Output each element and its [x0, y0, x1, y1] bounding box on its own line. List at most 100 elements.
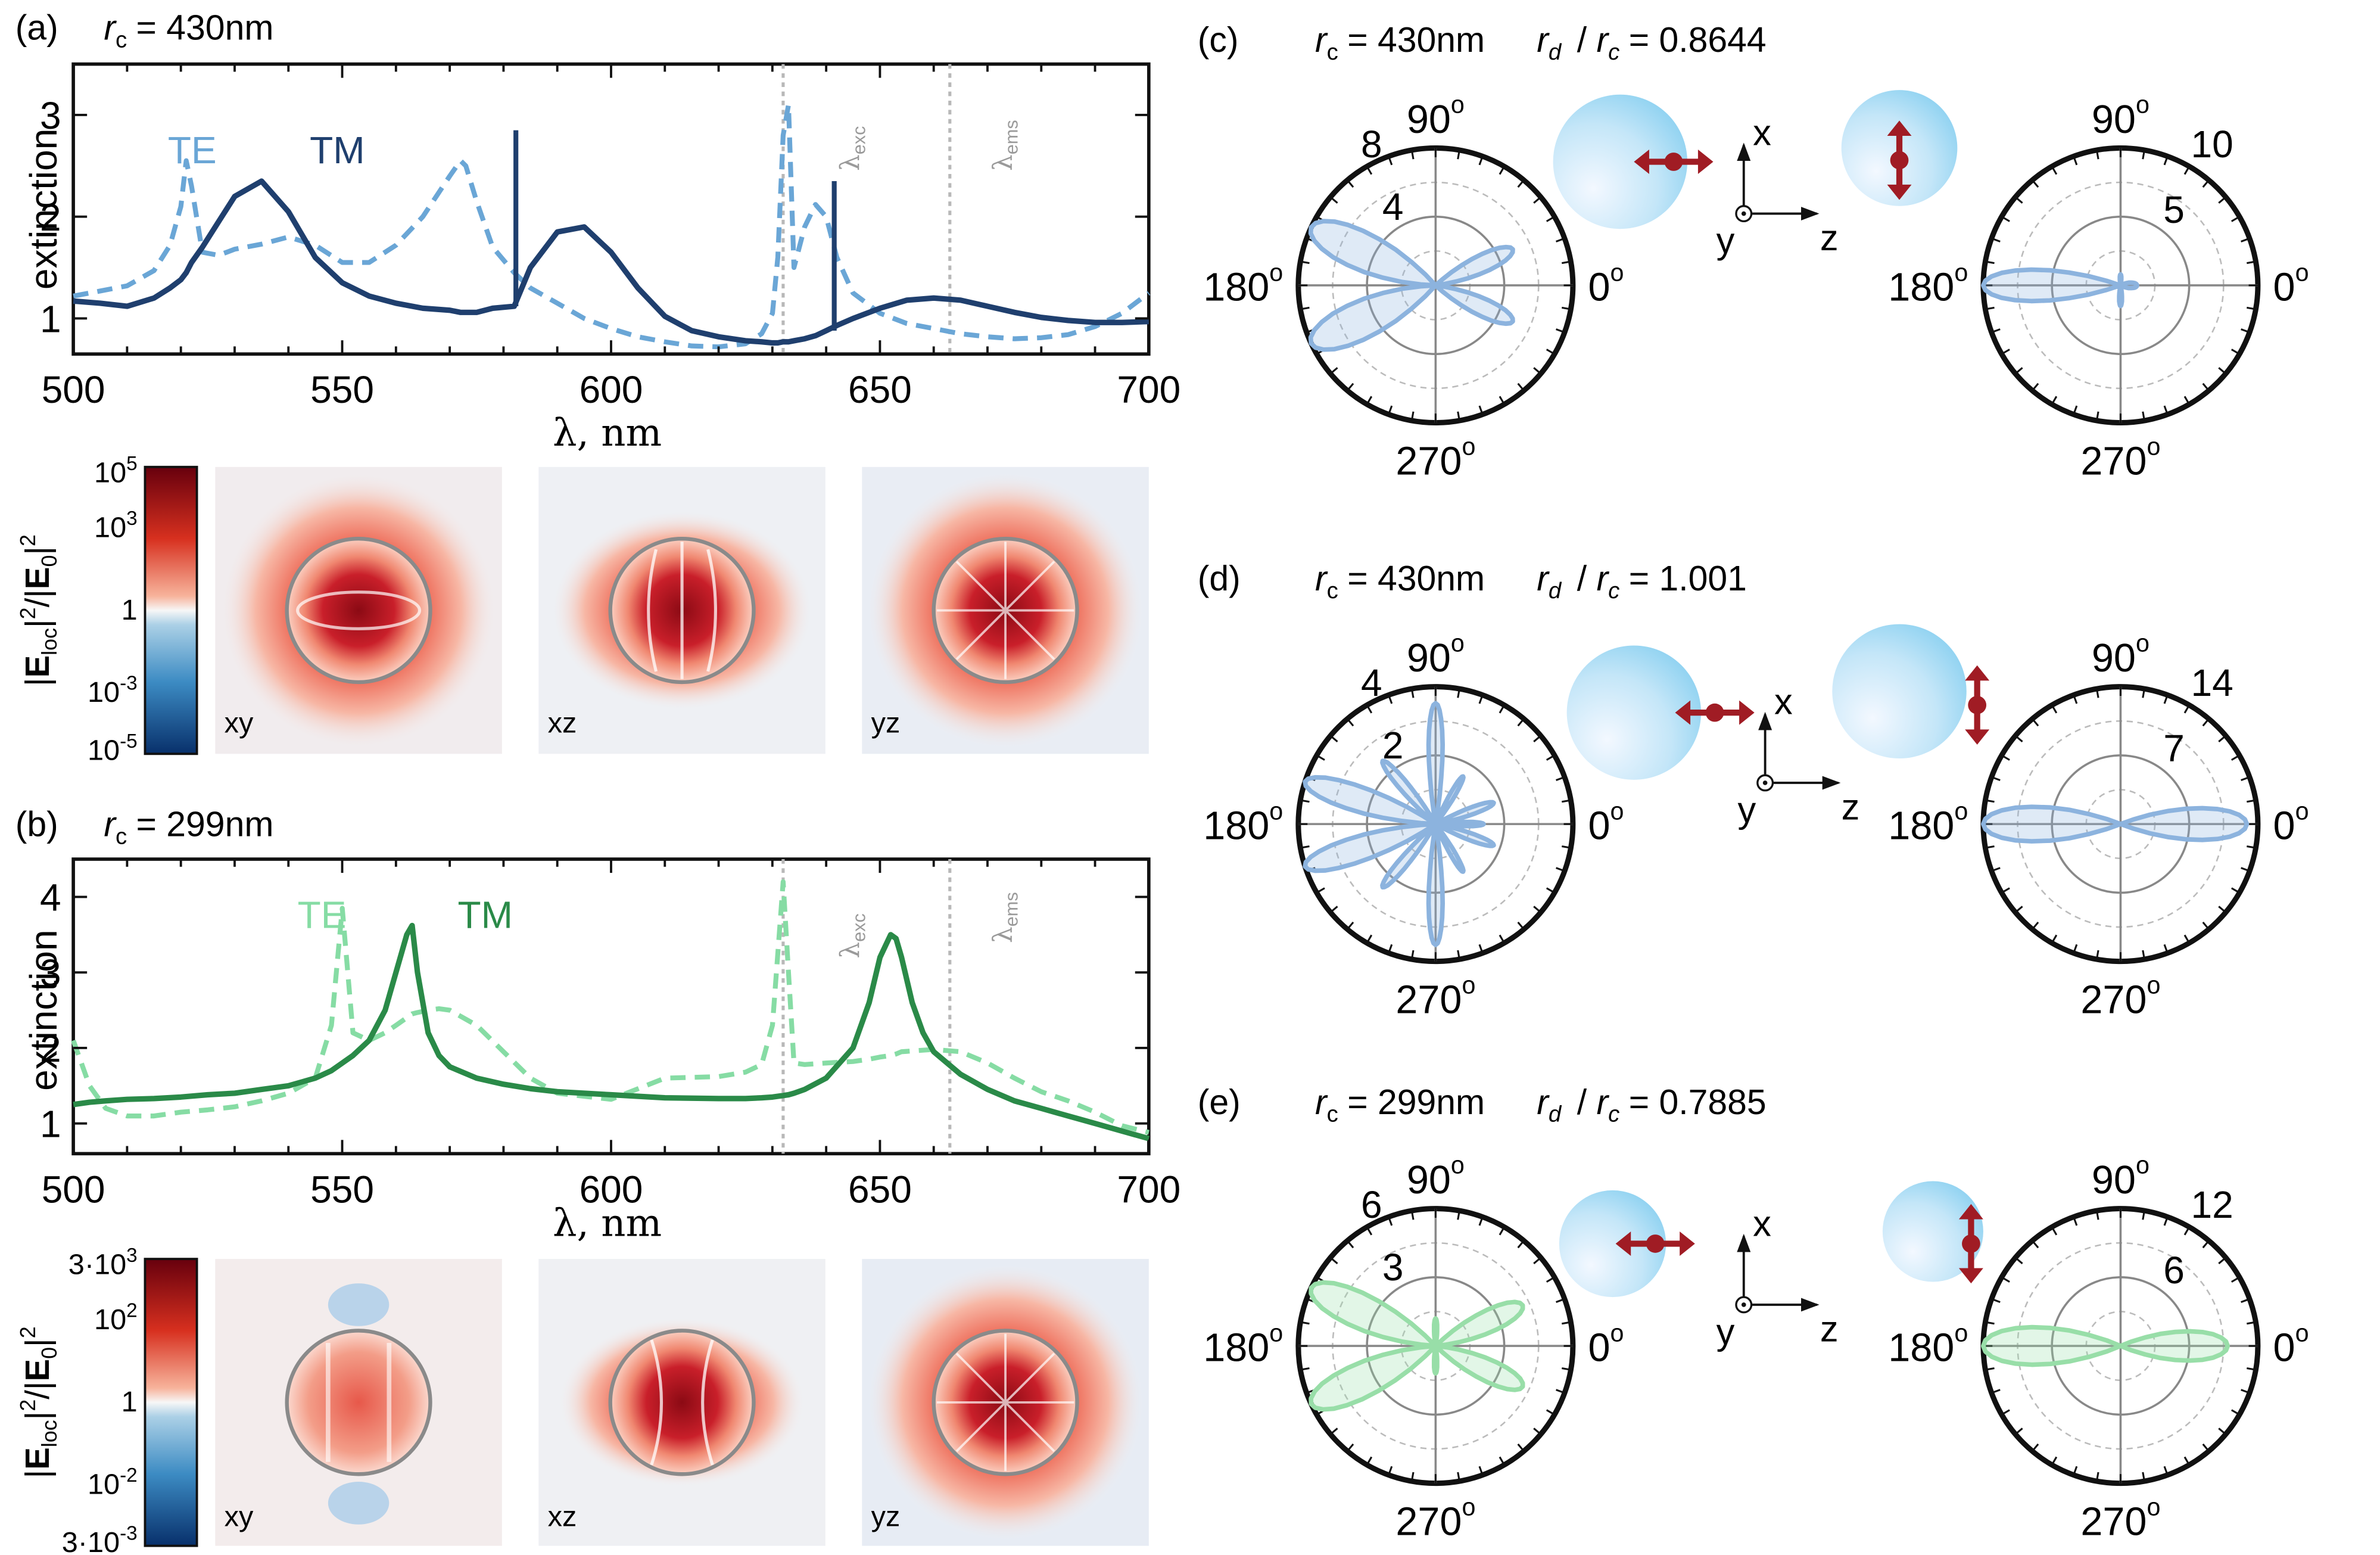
plot-a-area	[73, 64, 1151, 354]
axis-x-label: x	[1753, 1203, 1771, 1245]
map-a-xy: xy	[215, 466, 502, 754]
cb-b-tick: 3·10-3	[62, 1522, 138, 1555]
sphere	[1832, 624, 1967, 758]
axis-x-label: x	[1753, 112, 1771, 153]
ring-label-outer: 14	[2191, 661, 2233, 704]
colorbar-b-ticks: 3·103 102 1 10-2 3·10-3	[62, 1245, 138, 1555]
map-b-xz: xz	[538, 1259, 825, 1546]
tm-label: TM	[458, 893, 513, 936]
radiation-pattern	[1308, 219, 1515, 352]
axis-z-label: z	[1842, 786, 1860, 828]
panel-e-title: rc = 299nm rd / rc = 0.7885	[1315, 1083, 1767, 1127]
panel-c-title: rc = 430nm rd / rc = 0.8644	[1315, 21, 1767, 65]
angle-label: 90o	[1407, 630, 1465, 680]
cb-a-tick: 105	[94, 453, 138, 489]
cb-b-tick: 10-2	[88, 1464, 138, 1500]
angle-label: 270o	[2080, 971, 2160, 1022]
lambda-exc-label: λexc	[836, 913, 869, 958]
sphere	[1566, 645, 1702, 780]
panel-a-title: rc = 430nm	[104, 9, 273, 53]
y-tick-label: 2	[40, 1027, 61, 1070]
cb-a-tick: 10-3	[88, 673, 138, 708]
axis-z-label: z	[1820, 1308, 1839, 1349]
radiation-pattern	[1981, 804, 2250, 844]
cb-b-tick: 3·103	[68, 1245, 138, 1280]
y-tick-label: 1	[40, 298, 61, 341]
angle-label: 90o	[2092, 630, 2150, 680]
ring-label-inner: 2	[1382, 724, 1404, 767]
x-tick-label: 700	[1117, 1168, 1180, 1211]
angle-label: 0o	[1588, 259, 1624, 309]
angle-label: 270o	[2080, 433, 2160, 483]
map-label: xy	[225, 707, 254, 739]
lambda-ems-label: λems	[988, 892, 1021, 943]
colorbar-a-ticks: 105 103 1 10-3 10-5	[88, 453, 138, 767]
angle-label: 270o	[1395, 971, 1475, 1022]
angle-label: 0o	[2273, 259, 2309, 309]
colorbar-b	[144, 1258, 198, 1547]
sphere	[1882, 1181, 1983, 1282]
sphere	[1559, 1190, 1666, 1298]
angle-label: 0o	[1588, 797, 1624, 848]
ring-label-outer: 10	[2191, 123, 2233, 166]
panel-d-title: rc = 430nm rd / rc = 1.001	[1315, 559, 1747, 604]
ring-label-inner: 7	[2163, 727, 2185, 770]
te-label: TE	[298, 893, 347, 936]
ring-label-outer: 6	[1361, 1183, 1382, 1226]
lambda-exc-label: λexc	[836, 126, 869, 170]
series-TE	[73, 102, 1151, 350]
angle-label: 180o	[1888, 1319, 1968, 1370]
x-tick-label: 550	[310, 368, 374, 411]
angle-label: 270o	[1395, 433, 1475, 483]
radiation-pattern	[1981, 267, 2139, 309]
x-tick-label: 650	[848, 1168, 912, 1211]
angle-label: 90o	[1407, 1152, 1465, 1202]
angle-label: 0o	[1588, 1319, 1624, 1370]
map-label: xy	[225, 1500, 254, 1532]
series-TM	[73, 178, 1149, 346]
map-b-yz: yz	[862, 1259, 1149, 1546]
plot-b-ylabel: extinction	[22, 929, 65, 1090]
plot-b-frame	[71, 857, 1151, 1156]
axis-y-label: y	[1717, 1312, 1735, 1353]
plot-a-frame	[71, 62, 1151, 356]
angle-label: 90o	[1407, 91, 1465, 142]
radiation-pattern	[1309, 1280, 1525, 1412]
radiation-pattern	[1981, 1324, 2231, 1367]
angle-label: 0o	[2273, 1319, 2309, 1370]
axis-z-label: z	[1820, 217, 1839, 259]
plot-a-ylabel: extinction	[22, 129, 65, 290]
angle-label: 90o	[2092, 1152, 2150, 1202]
axis-y-label: y	[1738, 790, 1756, 831]
angle-label: 180o	[1888, 259, 1968, 309]
colorbar-a-label: |Eloc|2/|E0|2	[16, 534, 61, 686]
angle-label: 180o	[1203, 797, 1283, 848]
map-label: xz	[548, 1500, 577, 1532]
lambda-ems-label: λems	[988, 120, 1021, 171]
x-tick-label: 500	[42, 368, 105, 411]
map-a-xz: xz	[538, 466, 825, 754]
plot-a-axes: 500 550 600 650 700 1 2 3	[40, 64, 1180, 411]
angle-label: 180o	[1203, 259, 1283, 309]
sphere	[1553, 94, 1687, 229]
panel-e: (e) rc = 299nm rd / rc = 0.7885 90o 180o 0o 270o…	[1198, 1083, 2309, 1544]
panel-b-label: (b)	[15, 806, 58, 844]
map-a-yz: yz	[862, 466, 1149, 754]
ring-label-inner: 3	[1382, 1246, 1404, 1289]
angle-label: 180o	[1203, 1319, 1283, 1370]
colorbar-b-label: |Eloc|2/|E0|2	[16, 1326, 61, 1478]
te-label: TE	[168, 129, 217, 172]
map-label: xz	[548, 707, 577, 739]
angle-label: 270o	[2080, 1493, 2160, 1544]
map-b-xy: xy	[215, 1259, 502, 1546]
cb-b-tick: 102	[94, 1299, 138, 1335]
ring-label-outer: 8	[1361, 123, 1382, 166]
x-tick-label: 650	[848, 368, 912, 411]
x-tick-label: 600	[580, 1168, 643, 1211]
panel-a-label: (a)	[15, 9, 58, 48]
map-label: yz	[871, 707, 901, 739]
cb-a-tick: 103	[94, 508, 138, 543]
